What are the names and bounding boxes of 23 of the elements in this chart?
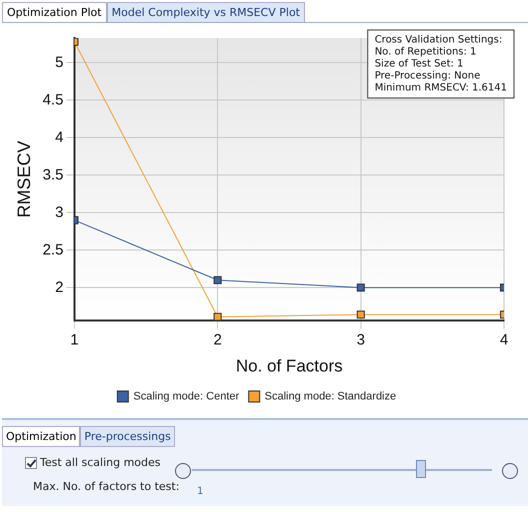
y-tick-label: 2.5 (42, 241, 64, 258)
x-tick-label: 4 (500, 332, 508, 349)
y-tick-label: 4.5 (42, 91, 64, 108)
x-axis-title: No. of Factors (236, 356, 343, 376)
text: Test all scaling modes (40, 456, 161, 469)
annotation: Cross Validation Settings: No. of Repetitions: 1 Size of Test Set: 1 Pre-Processing: None Minimum RMSECV: 1.6141 (374, 34, 508, 94)
y-axis-title: RMSECV (14, 140, 34, 218)
y-tick-label: 3.5 (42, 166, 64, 184)
y-tick-label: 4 (55, 128, 64, 146)
y-tick-label: 3 (55, 204, 64, 221)
x-tick-label: 2 (213, 332, 222, 349)
text: Max. No. of factors to test: (33, 480, 180, 493)
legend-label: Scaling mode: Center (133, 390, 240, 403)
y-tick-label: 2 (55, 278, 64, 296)
legend-label: Scaling mode: Standardize (264, 390, 396, 403)
x-tick-label: 3 (356, 332, 365, 349)
text: Model Complexity vs RMSECV Plot (106, 2, 305, 22)
text: Pre-processings (80, 426, 175, 447)
y-tick-label: 5 (55, 54, 64, 71)
text: Optimization (2, 426, 80, 447)
text: 1 (197, 486, 204, 497)
text: Optimization Plot (2, 2, 107, 22)
x-tick-label: 1 (70, 332, 79, 349)
